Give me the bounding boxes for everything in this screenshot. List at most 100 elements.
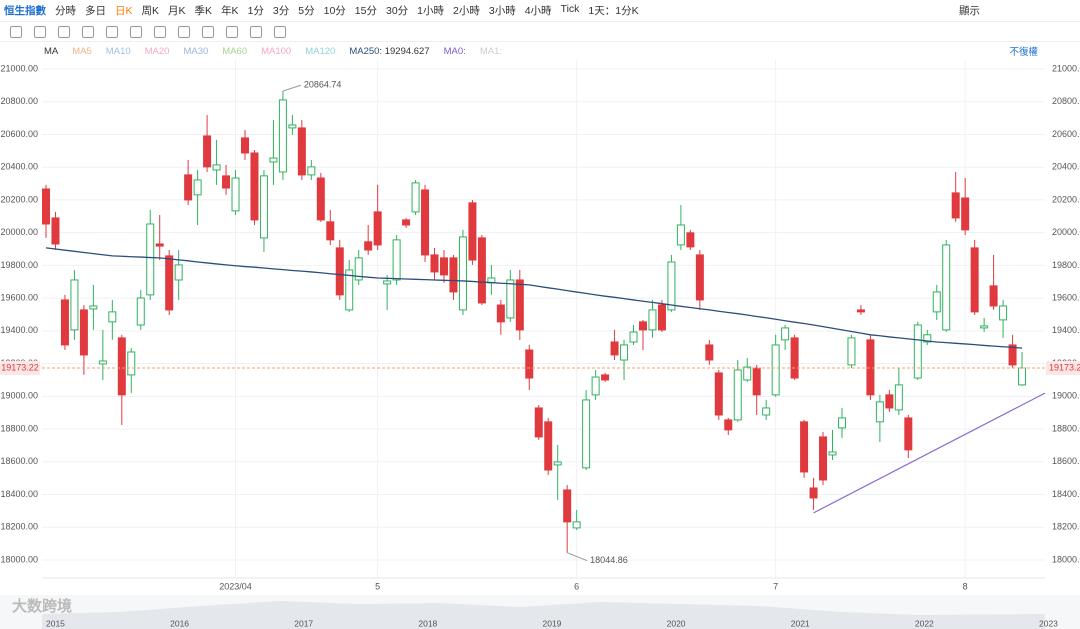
candle-body (819, 436, 828, 481)
tool-icon[interactable] (202, 25, 214, 38)
candle-body (165, 255, 174, 311)
tool-icon[interactable] (178, 25, 190, 38)
ma-item[interactable]: MA20 (144, 45, 170, 57)
candle-body (686, 232, 695, 248)
candle-body (108, 311, 117, 323)
candle-body (705, 344, 714, 361)
indicator-name[interactable]: MA (44, 45, 59, 57)
period-tab[interactable]: 30分 (385, 5, 409, 17)
y-tick-label: 18400.00 (0, 489, 38, 499)
candle-body (383, 280, 392, 285)
period-tab[interactable]: 2小時 (453, 5, 480, 17)
candle-body (648, 309, 657, 331)
period-tab[interactable]: 月K (168, 5, 186, 17)
y2-tick-label: 18800.00 (1052, 423, 1080, 433)
candle-body (373, 211, 382, 246)
candle-body (288, 124, 297, 129)
candle-body (98, 360, 107, 365)
price-tag-label: 19173.22 (1049, 362, 1080, 372)
period-tab[interactable]: 5分 (298, 5, 315, 17)
display-menu[interactable]: 顯示 (959, 5, 980, 17)
watermark: 大数跨境 (12, 597, 72, 615)
tool-icon[interactable] (58, 25, 70, 38)
candle-body (866, 339, 875, 396)
navigator-year: 2018 (418, 618, 437, 628)
ma-item[interactable]: MA120 (305, 45, 336, 57)
candle-body (743, 366, 752, 381)
tool-icon[interactable] (106, 25, 118, 38)
adjust-select[interactable]: 不復權 (1009, 47, 1038, 58)
tool-icon[interactable] (82, 25, 94, 38)
period-tab[interactable]: 周K (141, 5, 160, 17)
candle-body (155, 243, 164, 247)
candle-body (999, 305, 1008, 321)
ma-item[interactable]: MA60 (222, 45, 248, 57)
period-tab[interactable]: 1小時 (417, 5, 445, 17)
candle-body (638, 321, 647, 331)
tool-icon[interactable] (10, 25, 22, 38)
tool-icon[interactable] (226, 25, 238, 38)
candle-body (752, 367, 761, 396)
candle-body (259, 175, 268, 239)
period-tab[interactable]: 1分 (247, 5, 264, 17)
candle-body (411, 182, 420, 213)
ma-item[interactable]: MA10 (105, 45, 131, 57)
y2-tick-label: 20400.00 (1052, 162, 1080, 172)
indicator-bar: MA MA5 MA10 MA20 MA30 MA60 MA100 MA120 MA250: … (0, 42, 1080, 60)
candle-body (51, 217, 60, 245)
candle-body (913, 324, 922, 379)
candle-body (402, 219, 411, 226)
period-tab[interactable]: 年K (221, 5, 239, 17)
period-tab[interactable]: 15分 (354, 5, 377, 17)
period-tab[interactable]: 日K (115, 5, 133, 17)
candle-body (790, 337, 799, 379)
candle-body (733, 369, 742, 421)
tool-icon[interactable] (130, 25, 142, 38)
symbol[interactable]: 恒生指數 (4, 5, 46, 17)
navigator-year: 2015 (46, 618, 65, 628)
ma-item[interactable]: MA30 (183, 45, 209, 57)
candle-body (980, 325, 989, 329)
period-tab[interactable]: Tick (560, 3, 580, 15)
candle-body (534, 407, 543, 438)
period-tab[interactable]: 季K (194, 5, 213, 17)
candle-body (364, 241, 373, 251)
candle-body (951, 192, 960, 219)
period-tab[interactable]: 多日 (85, 5, 106, 17)
candle-body (591, 376, 600, 396)
candle-body (544, 421, 553, 471)
period-tab[interactable]: 4小時 (524, 5, 552, 17)
annotation-line (566, 552, 588, 562)
trendline (813, 392, 1046, 514)
period-tab[interactable]: 分時 (55, 5, 76, 17)
candle-body (354, 257, 363, 281)
period-tab[interactable]: 3小時 (488, 5, 516, 17)
period-tab[interactable]: 3分 (272, 5, 290, 17)
ma-item[interactable]: MA100 (261, 45, 292, 57)
candle-body (326, 221, 335, 241)
candle-body (856, 309, 865, 313)
y-tick-label: 20000.00 (0, 227, 38, 237)
tool-icon[interactable] (274, 25, 286, 38)
candle-body (942, 244, 951, 331)
period-tab[interactable]: 10分 (323, 5, 346, 17)
ma-item[interactable]: MA5 (72, 45, 92, 57)
candle-body (231, 177, 240, 212)
tool-icon[interactable] (34, 25, 46, 38)
candle-body (193, 179, 202, 196)
y2-tick-label: 18000.00 (1052, 554, 1080, 564)
candle-body (42, 188, 50, 225)
candle-body (762, 407, 771, 416)
period-list: 分時 多日 日K 周K 月K 季K 年K 1分 3分 5分 10分 15分 30分 1小時 2小時 3小時 4小… (55, 3, 579, 18)
tool-icon[interactable] (250, 25, 262, 38)
ma250-legend: MA250: 19294.627 (349, 46, 429, 57)
ma-items: MA5 MA10 MA20 MA30 MA60 MA100 MA120 (72, 46, 335, 57)
period-select[interactable]: 1天：1分K (588, 5, 639, 17)
tool-icon[interactable] (154, 25, 166, 38)
ma-line (45, 247, 1023, 349)
candle-body (847, 337, 856, 366)
y-tick-label: 19400.00 (0, 325, 38, 335)
candle-body (724, 419, 733, 431)
candle-body (212, 164, 221, 171)
